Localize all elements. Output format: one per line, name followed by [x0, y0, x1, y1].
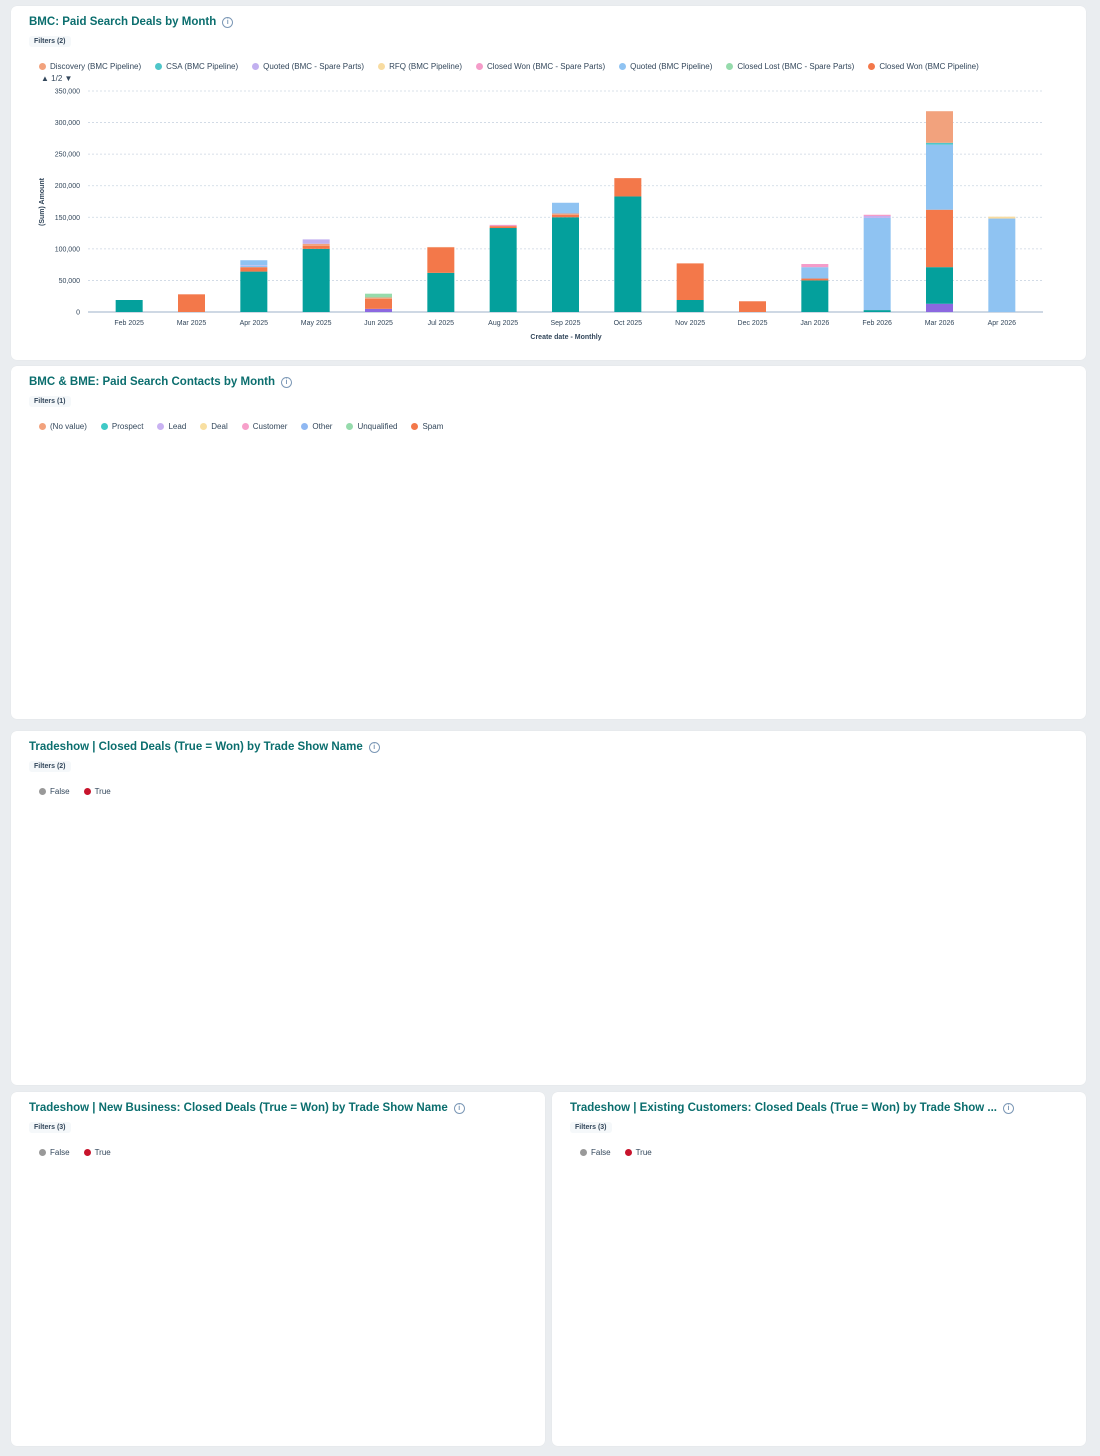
chart-title-text[interactable]: Tradeshow | Existing Customers: Closed D…: [570, 1102, 997, 1114]
info-icon[interactable]: i: [368, 741, 380, 753]
card-paid-search-contacts: BMC & BME: Paid Search Contacts by Month…: [11, 366, 1086, 719]
legend-label: False: [50, 1148, 70, 1157]
chart-title[interactable]: Tradeshow | New Business: Closed Deals (…: [29, 1102, 465, 1114]
legend-item[interactable]: False: [39, 1148, 70, 1157]
card-tradeshow-closed-deals: Tradeshow | Closed Deals (True = Won) by…: [11, 731, 1086, 1085]
card-new-business-closed-deals: Tradeshow | New Business: Closed Deals (…: [11, 1092, 545, 1446]
legend-item[interactable]: Quoted (BMC - Spare Parts): [252, 62, 364, 71]
legend-item[interactable]: Deal: [200, 422, 228, 431]
legend-label: False: [591, 1148, 611, 1157]
legend-swatch: [157, 423, 165, 430]
legend-swatch: [83, 788, 91, 795]
legend-swatch: [241, 423, 249, 430]
legend-label: True: [635, 1148, 652, 1157]
legend-label: Prospect: [111, 422, 144, 431]
chart-title[interactable]: Tradeshow | Closed Deals (True = Won) by…: [29, 741, 380, 753]
legend-item[interactable]: Prospect: [100, 422, 144, 431]
legend-swatch: [868, 63, 876, 70]
legend-item[interactable]: (No value): [39, 422, 87, 431]
card-paid-search-deals: BMC: Paid Search Deals by Month i Filters…: [11, 6, 1086, 360]
legend-label: Closed Lost (BMC - Spare Parts): [737, 62, 855, 71]
legend-item[interactable]: RFQ (BMC Pipeline): [378, 62, 462, 71]
legend-item[interactable]: CSA (BMC Pipeline): [155, 62, 238, 71]
legend-label: Customer: [252, 422, 288, 431]
legend-swatch: [726, 63, 734, 70]
legend-item[interactable]: Other: [301, 422, 332, 431]
legend-item[interactable]: True: [83, 787, 111, 796]
legend-label: False: [50, 787, 70, 796]
info-icon[interactable]: i: [1003, 1102, 1014, 1114]
card-existing-customers-closed-deals: Tradeshow | Existing Customers: Closed D…: [552, 1092, 1086, 1446]
legend-item[interactable]: Unqualified: [346, 422, 397, 431]
filters-badge[interactable]: Filters (2): [29, 761, 71, 772]
legend: False True: [39, 787, 111, 796]
info-icon[interactable]: i: [453, 1102, 465, 1114]
chart-title-text[interactable]: Tradeshow | New Business: Closed Deals (…: [29, 1102, 448, 1114]
legend-label: Spam: [422, 422, 444, 431]
legend-item[interactable]: Closed Lost (BMC - Spare Parts): [726, 62, 854, 71]
legend-swatch: [39, 788, 46, 795]
legend-label: Closed Won (BMC Pipeline): [879, 62, 979, 71]
legend-swatch: [346, 423, 354, 430]
legend-swatch: [476, 63, 483, 70]
legend-swatch: [39, 63, 46, 70]
legend: (No value) Prospect Lead Deal Customer Other U…: [39, 422, 443, 431]
legend-item[interactable]: False: [580, 1148, 611, 1157]
legend-label: Unqualified: [357, 422, 398, 431]
legend: False True: [39, 1148, 111, 1157]
legend-swatch: [301, 423, 309, 430]
legend-swatch: [378, 63, 386, 70]
pager-text: 1/2: [51, 74, 63, 83]
chart-title[interactable]: BMC & BME: Paid Search Contacts by Month…: [29, 376, 292, 388]
legend-label: RFQ (BMC Pipeline): [389, 62, 462, 71]
legend-label: CSA (BMC Pipeline): [166, 62, 239, 71]
legend-item[interactable]: Discovery (BMC Pipeline): [39, 62, 141, 71]
legend-label: Closed Won (BMC - Spare Parts): [487, 62, 606, 71]
legend-swatch: [252, 63, 260, 70]
legend-label: Other: [312, 422, 333, 431]
legend-item[interactable]: Closed Won (BMC - Spare Parts): [476, 62, 605, 71]
legend-item[interactable]: Spam: [411, 422, 443, 431]
legend-item[interactable]: Lead: [157, 422, 186, 431]
filters-badge[interactable]: Filters (1): [29, 396, 71, 407]
legend-swatch: [39, 1149, 46, 1156]
chart-title[interactable]: BMC: Paid Search Deals by Month i: [29, 16, 234, 28]
legend-label: Lead: [168, 422, 187, 431]
legend-item[interactable]: False: [39, 787, 70, 796]
chart-title-text[interactable]: Tradeshow | Closed Deals (True = Won) by…: [29, 741, 363, 753]
chart-title-text[interactable]: BMC & BME: Paid Search Contacts by Month: [29, 376, 275, 388]
legend-label: Discovery (BMC Pipeline): [50, 62, 142, 71]
filters-badge[interactable]: Filters (2): [29, 36, 71, 47]
legend-swatch: [411, 423, 419, 430]
legend-swatch: [39, 423, 46, 430]
legend-label: Quoted (BMC - Spare Parts): [263, 62, 365, 71]
legend-item[interactable]: True: [83, 1148, 111, 1157]
legend: False True: [580, 1148, 652, 1157]
legend-swatch: [155, 63, 163, 70]
legend-label: (No value): [50, 422, 87, 431]
legend-swatch: [580, 1149, 587, 1156]
legend-swatch: [200, 423, 208, 430]
chart-title-text[interactable]: BMC: Paid Search Deals by Month: [29, 16, 217, 28]
legend-swatch: [100, 423, 108, 430]
chart-title[interactable]: Tradeshow | Existing Customers: Closed D…: [570, 1102, 1014, 1114]
legend-pager[interactable]: ▲ 1/2 ▼: [41, 74, 73, 83]
legend-label: True: [94, 787, 111, 796]
legend-label: Quoted (BMC Pipeline): [630, 62, 713, 71]
legend-swatch: [624, 1149, 632, 1156]
info-icon[interactable]: i: [222, 16, 234, 28]
info-icon[interactable]: i: [281, 376, 292, 388]
legend-item[interactable]: Closed Won (BMC Pipeline): [868, 62, 979, 71]
filters-badge[interactable]: Filters (3): [570, 1122, 612, 1133]
legend: Discovery (BMC Pipeline) CSA (BMC Pipelin…: [39, 62, 979, 71]
legend-swatch: [83, 1149, 91, 1156]
legend-label: True: [94, 1148, 111, 1157]
legend-label: Deal: [211, 422, 228, 431]
legend-item[interactable]: True: [624, 1148, 652, 1157]
legend-item[interactable]: Quoted (BMC Pipeline): [619, 62, 712, 71]
legend-swatch: [619, 63, 627, 70]
legend-item[interactable]: Customer: [241, 422, 288, 431]
filters-badge[interactable]: Filters (3): [29, 1122, 71, 1133]
